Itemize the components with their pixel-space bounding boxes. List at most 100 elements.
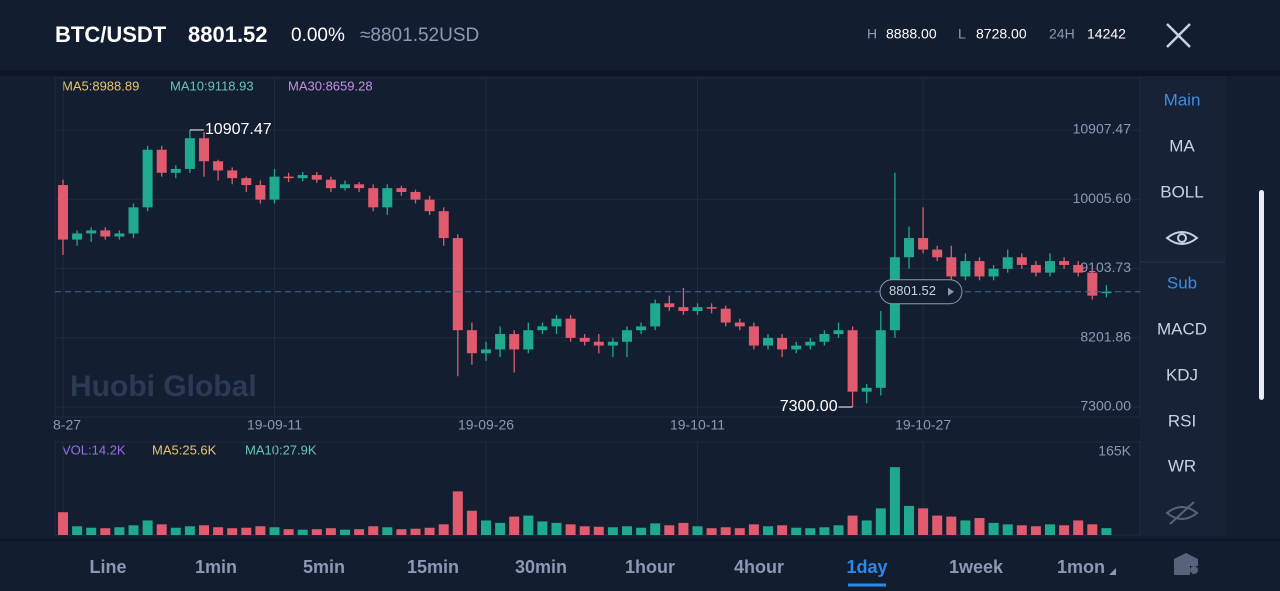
sidebar-item[interactable]: WR <box>1168 456 1196 475</box>
tab[interactable]: 5min <box>303 557 345 577</box>
volume-bar <box>988 522 999 535</box>
volume-bar <box>720 527 731 535</box>
volume-bar <box>509 516 520 535</box>
more-arrow <box>1109 568 1116 575</box>
close-button[interactable] <box>1166 23 1191 48</box>
y-tick-label: 7300.00 <box>1080 398 1131 414</box>
vol-legend: VOL:14.2K <box>62 442 126 457</box>
candle-body <box>706 307 717 309</box>
pair: BTC/USDT <box>55 22 167 47</box>
volume-bar <box>199 525 209 535</box>
tab[interactable]: 30min <box>515 557 567 577</box>
candle-body <box>664 303 675 308</box>
volume-bar <box>650 523 661 535</box>
volume-bar <box>354 529 365 535</box>
y-tick-label: 8201.86 <box>1080 328 1131 344</box>
candle-body <box>523 330 534 350</box>
volume-bar <box>424 527 435 535</box>
candle-body <box>875 330 886 388</box>
max-label: 10907.47 <box>205 121 272 138</box>
candle-body <box>509 334 520 350</box>
volume-bar <box>382 527 393 535</box>
candle-body <box>1101 291 1112 294</box>
volume-bar <box>170 527 181 535</box>
sidebar <box>1140 76 1226 536</box>
volume-bar <box>791 527 802 535</box>
volume-bar <box>833 525 844 535</box>
eye-icon[interactable] <box>1165 231 1199 245</box>
header-shadow <box>0 70 1280 76</box>
candle-body <box>833 330 844 335</box>
volume-bar <box>1059 525 1070 535</box>
tab[interactable]: Line <box>89 557 126 577</box>
volume-bar <box>622 526 632 535</box>
volume-bar <box>340 529 350 535</box>
candle-body <box>1045 261 1055 273</box>
candle-body <box>904 238 914 258</box>
price-panel <box>54 77 1141 418</box>
sidebar-item[interactable]: MACD <box>1157 319 1207 338</box>
candle-body <box>184 138 195 169</box>
volume-bar <box>128 525 139 535</box>
low-value: 8728.00 <box>976 26 1027 42</box>
tab[interactable]: 15min <box>407 557 459 577</box>
candle-body <box>213 161 224 171</box>
sidebar-item[interactable]: Sub <box>1167 273 1197 292</box>
vol-tick-label: 165K <box>1098 443 1131 459</box>
ma10-legend: MA10:9118.93 <box>170 78 254 93</box>
candle-body <box>410 191 421 200</box>
candle-body <box>340 184 350 189</box>
tab[interactable]: 1mon <box>1057 557 1105 577</box>
sidebar-item[interactable]: KDJ <box>1166 365 1198 384</box>
candle-body <box>1030 264 1041 273</box>
volume-bar <box>734 528 745 535</box>
tab[interactable]: 1week <box>949 557 1004 577</box>
candle-body <box>819 334 830 342</box>
volume-bar <box>156 524 167 535</box>
candle-body <box>58 185 68 240</box>
candle-body <box>1016 257 1027 265</box>
y-tick-label: 10005.60 <box>1073 190 1132 206</box>
candle-body <box>960 261 971 277</box>
volume-bar <box>664 525 675 535</box>
candle-body <box>72 233 83 240</box>
watermark: Huobi Global <box>70 370 257 403</box>
vol-ma10-legend: MA10:27.9K <box>245 442 317 457</box>
candle-body <box>734 322 745 327</box>
candle-body <box>114 233 125 237</box>
volume-bar <box>805 528 816 535</box>
candle-body <box>396 188 407 192</box>
y-tick-label: 9103.73 <box>1080 259 1131 275</box>
volume-bar <box>946 516 957 535</box>
sidebar-item[interactable]: RSI <box>1168 411 1196 430</box>
candle-body <box>495 334 506 350</box>
tab[interactable]: 4hour <box>734 557 784 577</box>
volume-bar <box>636 527 647 535</box>
volume-bar <box>1016 525 1027 535</box>
sidebar-item[interactable]: Main <box>1164 90 1201 109</box>
y-tick-label: 10907.47 <box>1073 121 1132 137</box>
sidebar-item[interactable]: BOLL <box>1160 182 1203 201</box>
candle-body <box>579 337 590 342</box>
candle-body <box>241 178 252 186</box>
volume-bar <box>607 527 618 535</box>
candle-body <box>932 249 943 258</box>
volume-bar <box>777 525 788 535</box>
tab[interactable]: 1hour <box>625 557 675 577</box>
volume-bar <box>184 526 195 535</box>
candle-body <box>311 175 322 180</box>
candle-body <box>1087 272 1098 296</box>
tab[interactable]: 1min <box>195 557 237 577</box>
sidebar-item[interactable]: MA <box>1169 136 1195 155</box>
volume-bar <box>1002 524 1013 535</box>
volume-bar <box>297 529 308 535</box>
hide-icon[interactable] <box>1165 501 1199 525</box>
candle-body <box>1073 264 1084 273</box>
volume-bar <box>537 521 548 535</box>
candle-body <box>861 387 872 392</box>
volume-bar <box>495 522 506 535</box>
tab[interactable]: 1day <box>846 557 887 577</box>
volume-bar <box>86 527 97 535</box>
settings-icon[interactable] <box>1174 553 1198 575</box>
